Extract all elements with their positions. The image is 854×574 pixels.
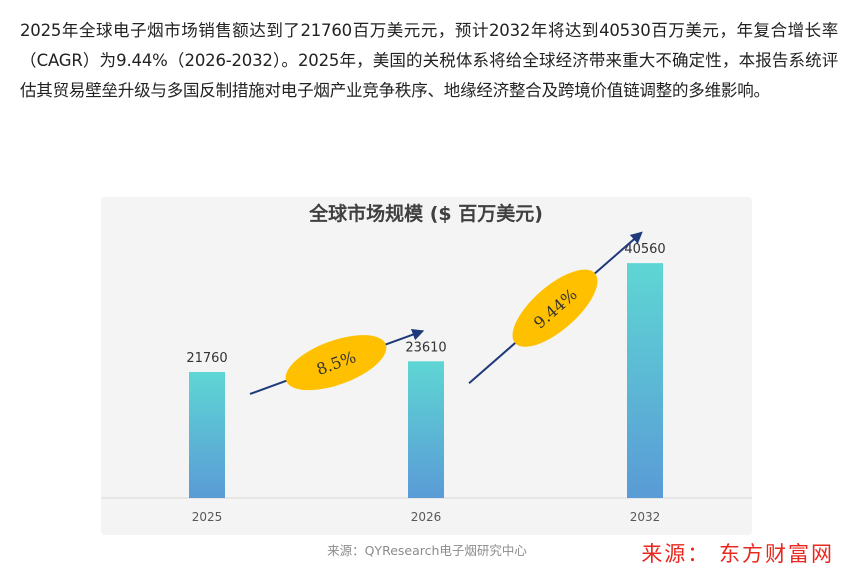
intro-paragraph: 2025年全球电子烟市场销售额达到了21760百万美元元，预计2032年将达到4… bbox=[20, 21, 838, 100]
bar-2032 bbox=[627, 263, 663, 498]
growth-badge-1 bbox=[285, 335, 387, 391]
x-tick-label-2026: 2026 bbox=[411, 510, 442, 524]
chart-title: 全球市场规模 ($ 百万美元) bbox=[308, 202, 543, 225]
bar-2026 bbox=[408, 361, 444, 498]
market-size-chart: 全球市场规模 ($ 百万美元) 21760 2025 23610 2026 40560 2… bbox=[101, 197, 752, 535]
source-caption: 来源：QYResearch电子烟研究中心 bbox=[327, 543, 527, 558]
value-label-2032: 40560 bbox=[624, 242, 665, 257]
bar-2025 bbox=[189, 371, 225, 498]
value-label-2026: 23610 bbox=[405, 340, 446, 355]
growth-badge-2 bbox=[512, 269, 598, 347]
x-tick-label-2025: 2025 bbox=[192, 510, 223, 524]
x-tick-label-2032: 2032 bbox=[630, 510, 661, 524]
watermark-text: 来源： 东方财富网 bbox=[641, 542, 834, 566]
value-label-2025: 21760 bbox=[186, 351, 227, 366]
chart-canvas: 全球市场规模 ($ 百万美元) 21760 2025 23610 2026 40560 2… bbox=[101, 202, 752, 524]
